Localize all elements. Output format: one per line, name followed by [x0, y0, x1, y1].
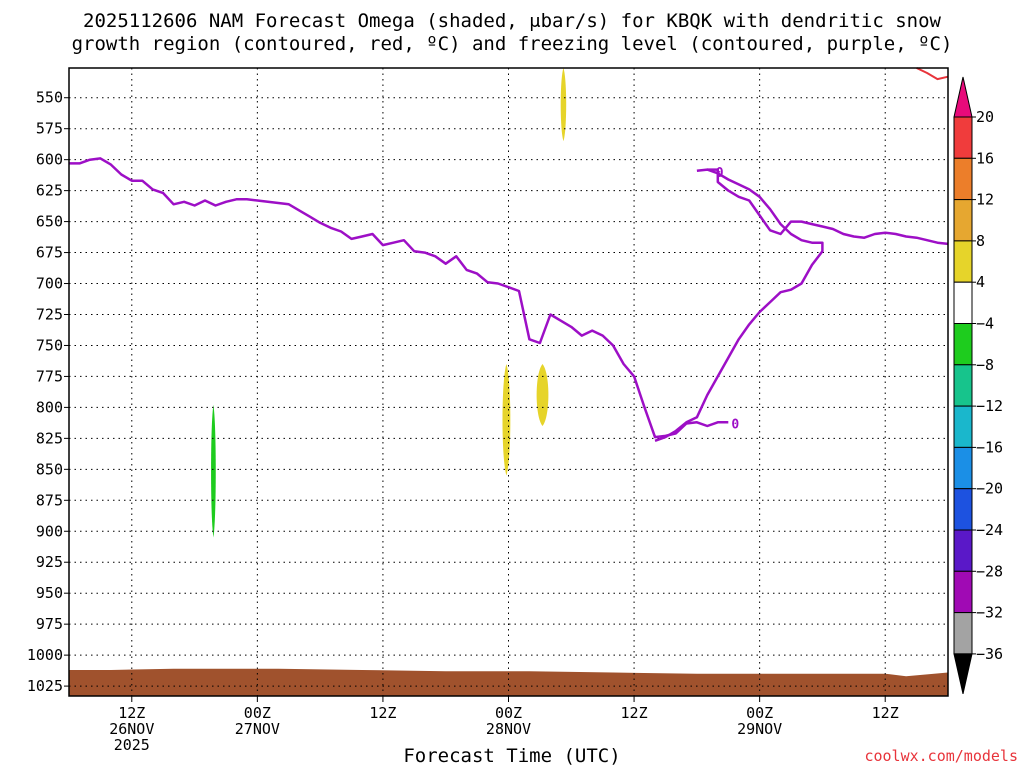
colorbar-label: −16 — [976, 438, 1003, 456]
colorbar-label: 16 — [976, 149, 994, 167]
y-tick-label: 950 — [36, 584, 63, 602]
colorbar-label: 20 — [976, 108, 994, 126]
y-tick-label: 775 — [36, 367, 63, 385]
colorbar-label: −28 — [976, 562, 1003, 580]
colorbar-label: 8 — [976, 232, 985, 250]
freezing-level-contour-loop — [654, 168, 824, 442]
colorbar-label: −24 — [976, 521, 1003, 539]
terrain-shading — [69, 668, 948, 696]
y-tick-label: 975 — [36, 615, 63, 633]
colorbar-label: −8 — [976, 356, 994, 374]
colorbar-swatch — [953, 405, 973, 448]
x-tick-label: 12Z — [118, 704, 145, 722]
y-tick-label: 925 — [36, 553, 63, 571]
contour-layer: 00 — [69, 67, 949, 442]
x-tick-label: 26NOV — [109, 720, 154, 738]
y-tick-label: 675 — [36, 244, 63, 262]
grid-layer — [69, 68, 948, 696]
freezing-level-label-2: 0 — [731, 417, 739, 432]
colorbar-label: −20 — [976, 480, 1003, 498]
credit-link[interactable]: coolwx.com/models — [864, 747, 1018, 765]
colorbar-bottom-arrow — [953, 653, 973, 695]
y-tick-label: 800 — [36, 398, 63, 416]
omega-shading-area-3 — [536, 364, 549, 426]
x-tick-label: 12Z — [621, 704, 648, 722]
y-tick-label: 900 — [36, 522, 63, 540]
colorbar-swatch — [953, 570, 973, 614]
y-axis: 550 575 600 625 650 675 700 725 750 775 800 825 850 8… — [27, 89, 69, 695]
freezing-level-contour — [69, 157, 729, 439]
y-tick-label: 875 — [36, 491, 63, 509]
x-tick-label: 12Z — [872, 704, 899, 722]
colorbar-swatch — [953, 240, 973, 283]
y-tick-label: 750 — [36, 336, 63, 354]
freezing-level-label-1: 0 — [716, 166, 724, 181]
y-tick-label: 1000 — [27, 646, 63, 664]
colorbar-label: 4 — [976, 273, 985, 291]
colorbar-swatch — [953, 446, 973, 490]
omega-shading-area-1 — [560, 68, 567, 142]
y-tick-label: 825 — [36, 429, 63, 447]
y-tick-label: 850 — [36, 460, 63, 478]
x-tick-label: 27NOV — [235, 720, 280, 738]
colorbar-label: −4 — [976, 315, 994, 333]
colorbar-swatch — [953, 116, 973, 159]
colorbar-swatch — [953, 281, 973, 325]
chart-title-line-1: 2025112606 NAM Forecast Omega (shaded, μ… — [83, 10, 941, 32]
x-axis-label: Forecast Time (UTC) — [403, 745, 621, 767]
colorbar-top-arrow — [953, 76, 973, 118]
colorbar-swatch — [953, 364, 973, 407]
colorbar-swatch — [953, 612, 973, 655]
y-tick-label: 600 — [36, 151, 63, 169]
y-tick-label: 575 — [36, 120, 63, 138]
y-tick-label: 625 — [36, 182, 63, 200]
colorbar-label: −12 — [976, 397, 1003, 415]
x-tick-label: 00Z — [746, 704, 773, 722]
y-tick-label: 650 — [36, 213, 63, 231]
x-tick-label: 00Z — [495, 704, 522, 722]
colorbar: 20 16 12 8 4 −4 −8 −12 −16 −20 −24 −28 −32 −36 — [953, 76, 1003, 695]
y-tick-label: 700 — [36, 275, 63, 293]
chart-title-line-2: growth region (contoured, red, ºC) and f… — [71, 33, 953, 55]
colorbar-swatch — [953, 323, 973, 366]
colorbar-swatch — [953, 488, 973, 531]
x-tick-label: 00Z — [244, 704, 271, 722]
x-tick-label: 29NOV — [737, 720, 782, 738]
freezing-level-contour-upper — [707, 168, 949, 246]
y-tick-label: 725 — [36, 305, 63, 323]
x-tick-label: 12Z — [369, 704, 396, 722]
y-tick-label: 1025 — [27, 677, 63, 695]
colorbar-label: −32 — [976, 604, 1003, 622]
colorbar-swatch — [953, 199, 973, 242]
colorbar-swatch — [953, 157, 973, 201]
x-tick-label: 2025 — [114, 736, 150, 754]
y-tick-label: 550 — [36, 89, 63, 107]
colorbar-swatch — [953, 529, 973, 572]
colorbar-label: −36 — [976, 645, 1003, 663]
colorbar-label: 12 — [976, 191, 994, 209]
x-tick-label: 28NOV — [486, 720, 531, 738]
dgz-contour — [916, 67, 949, 81]
